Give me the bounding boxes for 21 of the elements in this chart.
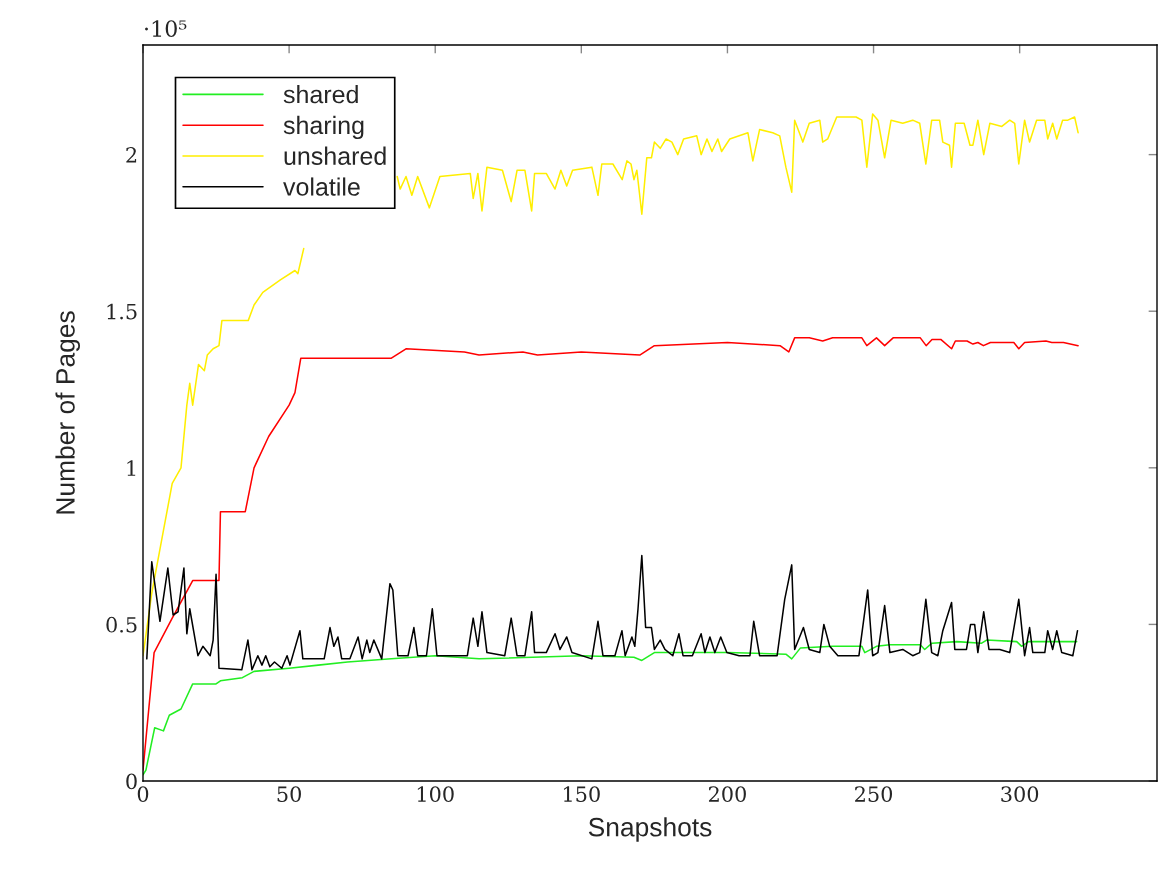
legend-label: shared [283, 85, 358, 104]
text: ·10⁵ [145, 20, 187, 38]
legend-label: unshared [284, 146, 386, 165]
y-tick-label: 1 [127, 460, 136, 476]
y-tick-label: 0 [126, 773, 137, 790]
legend-label: volatile [283, 177, 360, 196]
x-tick-label: 250 [855, 786, 893, 802]
y-tick-label: 2 [126, 147, 137, 163]
x-tick-label: 300 [1001, 786, 1039, 802]
x-tick-label: 100 [417, 786, 454, 802]
y-tick-label: 0.5 [106, 616, 137, 633]
x-tick-label: 50 [277, 786, 301, 802]
x-tick-label: 150 [563, 786, 600, 802]
x-tick-label: 0 [137, 786, 149, 802]
x-tick-label: 200 [708, 786, 746, 802]
line-series [143, 639, 1078, 776]
y-axis-title: Number of Pages [55, 311, 81, 514]
legend-label: sharing [283, 115, 364, 140]
line-series [146, 554, 1079, 671]
x-axis-title: Snapshots [588, 817, 712, 842]
y-tick-label: 1.5 [107, 303, 137, 320]
